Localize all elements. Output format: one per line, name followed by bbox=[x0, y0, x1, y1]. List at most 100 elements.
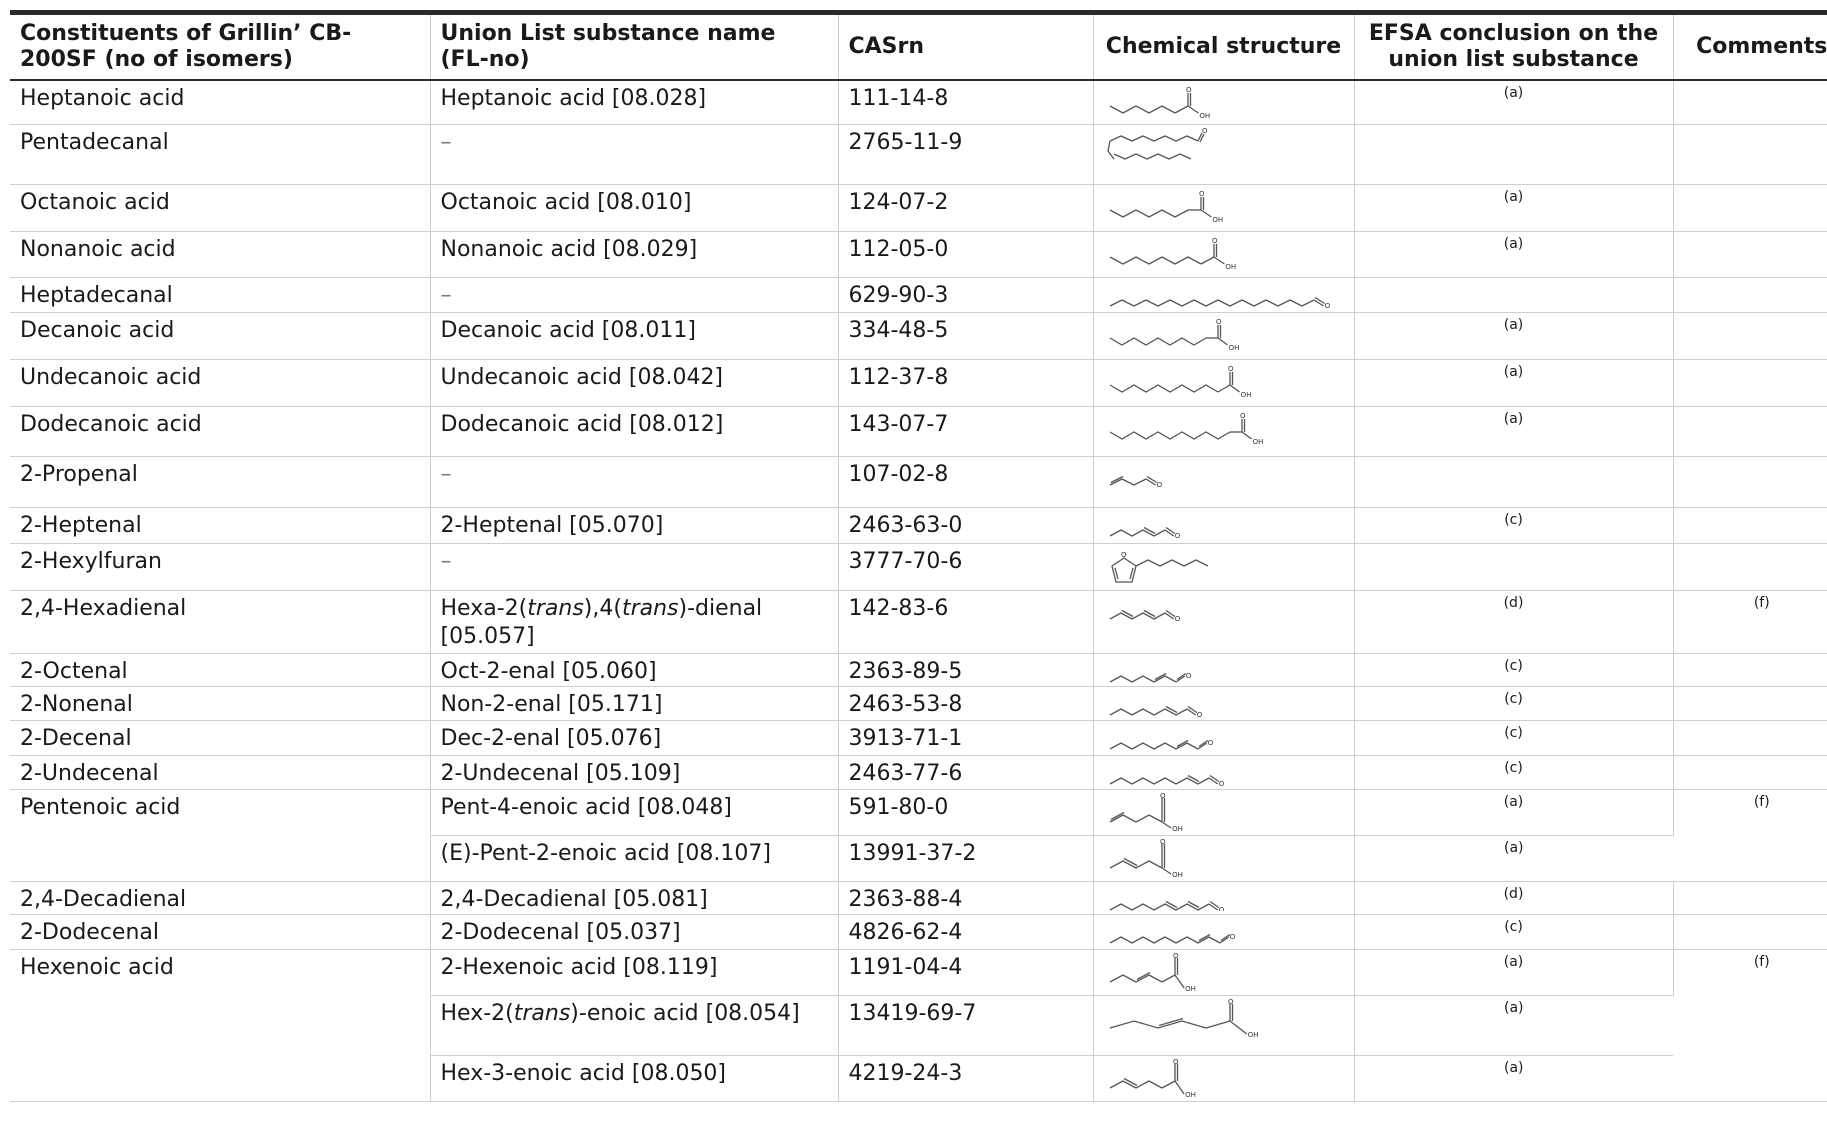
chemical-structure-drawing: O OH bbox=[1109, 1058, 1196, 1098]
casrn-cell: 2765-11-9 bbox=[838, 124, 1094, 185]
union-list-name: Nonanoic acid [08.029] bbox=[440, 236, 698, 262]
table-row: 2-Hexylfuran – 3777-70-6 O bbox=[10, 543, 1827, 591]
italic-trans-text: trans bbox=[527, 595, 584, 621]
efsa-conclusion-cell: (a) bbox=[1354, 1055, 1673, 1102]
aldehyde-oxygen-label: O bbox=[1218, 780, 1224, 786]
efsa-conclusion-cell: (c) bbox=[1354, 720, 1674, 756]
efsa-conclusion-cell: (a) bbox=[1354, 359, 1674, 407]
comments-cell: (f) bbox=[1673, 949, 1827, 1102]
chemical-structure-cell: O OH bbox=[1093, 184, 1355, 232]
chemical-structure-drawing: O bbox=[1109, 933, 1235, 944]
chemical-structure-drawing: O OH bbox=[1109, 86, 1210, 120]
table-row: 2,4-Hexadienal Hexa-2(trans),4(trans)-die… bbox=[10, 590, 1827, 654]
italic-trans-text: trans bbox=[513, 1000, 571, 1026]
hydroxyl-label: OH bbox=[1185, 1091, 1196, 1098]
comments-cell bbox=[1673, 881, 1827, 915]
efsa-conclusion-cell bbox=[1354, 456, 1674, 508]
constituent-cell: 2-Undecenal bbox=[10, 755, 431, 790]
table-row: 2-Undecenal 2-Undecenal [05.109] 2463-77-6… bbox=[10, 755, 1827, 790]
casrn-cell: 112-37-8 bbox=[838, 359, 1094, 407]
comments-cell bbox=[1673, 80, 1827, 125]
chemical-structure-drawing: O OH bbox=[1109, 365, 1251, 399]
chemical-structure-drawing: O bbox=[1109, 609, 1180, 623]
comments-cell bbox=[1673, 755, 1827, 790]
chemical-structure-drawing: O OH bbox=[1109, 318, 1239, 352]
efsa-conclusion-cell: (a) bbox=[1354, 995, 1673, 1056]
comments-cell: (f) bbox=[1673, 590, 1827, 654]
union-list-name: 2-Heptenal [05.070] bbox=[440, 512, 664, 538]
chemical-structure-cell: O OH bbox=[1093, 835, 1355, 882]
chemical-structure-cell: O OH bbox=[1093, 789, 1355, 836]
efsa-conclusion-cell: (d) bbox=[1354, 590, 1674, 654]
constituent-cell: Pentadecanal bbox=[10, 124, 431, 185]
constituent-cell: Hexenoic acid bbox=[10, 949, 431, 1102]
chemical-structure-cell: O OH bbox=[1093, 1055, 1355, 1102]
union-list-name-cell: 2-Undecenal [05.109] bbox=[430, 755, 839, 790]
casrn-cell: 2463-77-6 bbox=[838, 755, 1094, 790]
casrn-cell: 13419-69-7 bbox=[838, 995, 1094, 1056]
name-fragment: Hex-2( bbox=[440, 1000, 514, 1026]
union-list-name: – bbox=[440, 282, 452, 308]
table-row: Octanoic acid Octanoic acid [08.010] 124-0… bbox=[10, 184, 1827, 232]
casrn-cell: 107-02-8 bbox=[838, 456, 1094, 508]
casrn-cell: 2363-89-5 bbox=[838, 653, 1094, 687]
carbonyl-oxygen-label: O bbox=[1212, 237, 1218, 245]
chemical-structure-drawing: O bbox=[1109, 900, 1224, 911]
table-row: Hexenoic acid 2-Hexenoic acid [08.119] 119… bbox=[10, 949, 1827, 1102]
efsa-conclusion-cell: (a) bbox=[1354, 949, 1674, 996]
chemical-structure-drawing: O bbox=[1109, 296, 1330, 309]
constituent-cell: Heptadecanal bbox=[10, 277, 431, 313]
table-row: 2-Decenal Dec-2-enal [05.076] 3913-71-1 O (c… bbox=[10, 720, 1827, 756]
union-list-name-cell: Octanoic acid [08.010] bbox=[430, 184, 839, 232]
hydroxyl-label: OH bbox=[1247, 1031, 1258, 1039]
constituent-cell: Decanoic acid bbox=[10, 312, 431, 360]
carbonyl-oxygen-label: O bbox=[1240, 412, 1246, 420]
chemical-structure-drawing: O bbox=[1109, 774, 1224, 786]
chemical-structure-cell: O bbox=[1093, 590, 1355, 654]
efsa-conclusion-cell: (c) bbox=[1354, 653, 1674, 687]
casrn-cell: 2463-53-8 bbox=[838, 686, 1094, 721]
constituent-cell: Nonanoic acid bbox=[10, 231, 431, 278]
chemical-structure-drawing: O OH bbox=[1109, 792, 1182, 832]
efsa-conclusion-cell: (a) bbox=[1354, 789, 1674, 836]
hydroxyl-label: OH bbox=[1185, 985, 1196, 992]
name-fragment: )-enoic acid [08.054] bbox=[570, 1000, 800, 1026]
chemical-structure-cell: O OH bbox=[1093, 995, 1355, 1056]
casrn-cell: 591-80-0 bbox=[838, 789, 1094, 836]
header-constituents: Constituents of Grillin’ CB-200SF (no of… bbox=[10, 15, 431, 81]
chemical-structure-cell: O OH bbox=[1093, 406, 1355, 457]
page: Constituents of Grillin’ CB-200SF (no of… bbox=[10, 10, 1827, 1130]
union-list-name-cell: Pent-4-enoic acid [08.048] bbox=[430, 789, 839, 836]
italic-trans-text: trans bbox=[621, 595, 679, 621]
union-list-name-cell: Dodecanoic acid [08.012] bbox=[430, 406, 839, 457]
union-list-name-cell: Dec-2-enal [05.076] bbox=[430, 720, 839, 756]
comments-cell bbox=[1673, 543, 1827, 591]
name-fragment: Hexa-2( bbox=[440, 595, 528, 621]
comments-cell bbox=[1673, 359, 1827, 407]
casrn-cell: 124-07-2 bbox=[838, 184, 1094, 232]
casrn-cell: 4826-62-4 bbox=[838, 914, 1094, 950]
union-list-name: – bbox=[440, 129, 452, 155]
aldehyde-oxygen-label: O bbox=[1218, 906, 1224, 911]
table-row: Pentadecanal – 2765-11-9 O bbox=[10, 124, 1827, 185]
aldehyde-oxygen-label: O bbox=[1174, 532, 1180, 540]
casrn-cell: 142-83-6 bbox=[838, 590, 1094, 654]
carbonyl-oxygen-label: O bbox=[1160, 792, 1166, 800]
carbonyl-oxygen-label: O bbox=[1173, 952, 1179, 960]
chemical-structure-cell: O bbox=[1093, 507, 1355, 544]
constituent-cell: Octanoic acid bbox=[10, 184, 431, 232]
chemical-structure-cell: O bbox=[1093, 914, 1355, 950]
union-list-name-cell: Hex-3-enoic acid [08.050] bbox=[430, 1055, 839, 1102]
aldehyde-oxygen-label: O bbox=[1185, 672, 1191, 680]
union-list-name-cell: – bbox=[430, 124, 839, 185]
casrn-cell: 143-07-7 bbox=[838, 406, 1094, 457]
comments-cell bbox=[1673, 312, 1827, 360]
union-list-name: – bbox=[440, 548, 452, 574]
table-row: 2,4-Decadienal 2,4-Decadienal [05.081] 236… bbox=[10, 881, 1827, 915]
hydroxyl-label: OH bbox=[1199, 112, 1210, 120]
carbonyl-oxygen-label: O bbox=[1160, 838, 1166, 846]
chemical-structure-cell: O bbox=[1093, 755, 1355, 790]
carbonyl-oxygen-label: O bbox=[1199, 190, 1205, 198]
union-list-name: Hex-3-enoic acid [08.050] bbox=[440, 1060, 727, 1086]
chemical-structure-drawing: O OH bbox=[1109, 838, 1182, 878]
